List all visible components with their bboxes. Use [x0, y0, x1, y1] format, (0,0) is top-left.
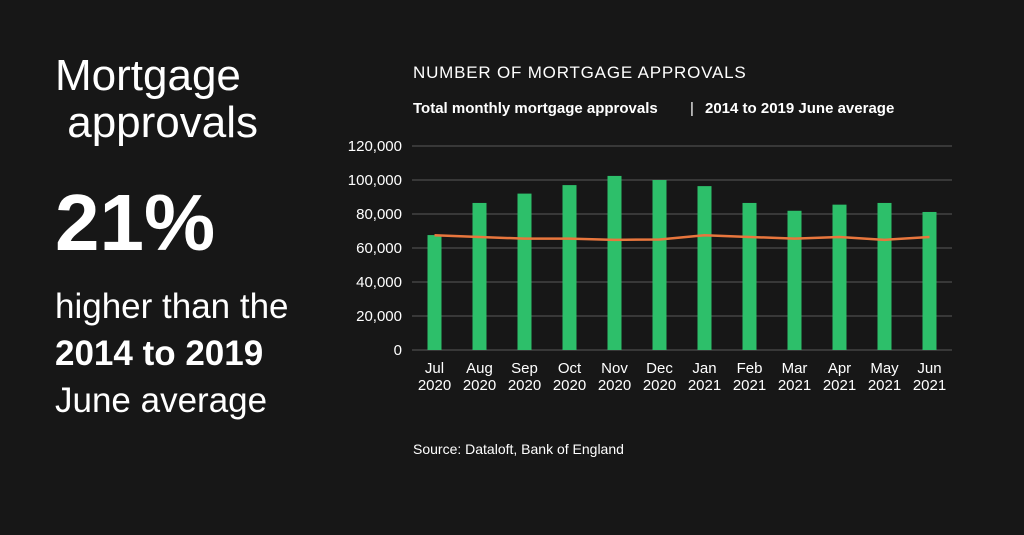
- x-tick-label: Jan 2021: [687, 360, 722, 394]
- bar: [697, 186, 712, 350]
- sidebar-text: 2014 to 2019: [55, 334, 263, 373]
- x-tick-label: Nov 2020: [597, 360, 632, 394]
- sidebar-text: June average: [55, 381, 267, 420]
- legend-entry: Total monthly mortgage approvals: [413, 100, 658, 117]
- bar: [652, 180, 667, 350]
- y-tick-label: 60,000: [356, 240, 402, 257]
- bar: [607, 175, 622, 350]
- bar: [922, 211, 937, 350]
- source: Source: Dataloft, Bank of England: [413, 441, 624, 457]
- x-tick-label: Apr 2021: [822, 360, 857, 394]
- y-tick-label: 80,000: [356, 206, 402, 223]
- bar: [472, 202, 487, 350]
- x-tick-label: May 2021: [867, 360, 902, 394]
- x-tick-label: Oct 2020: [552, 360, 587, 394]
- x-tick-label: Aug 2020: [462, 360, 497, 394]
- bar: [517, 193, 532, 350]
- sidebar-figure: 21%: [55, 178, 215, 267]
- sidebar-heading-1: Mortgage approvals: [55, 51, 258, 147]
- legend-entry: 2014 to 2019 June average: [705, 100, 894, 117]
- x-tick-label: Sep 2020: [507, 360, 542, 394]
- bar: [787, 210, 802, 350]
- bar: [742, 202, 757, 350]
- legend-separator: |: [690, 100, 694, 117]
- bar: [877, 202, 892, 350]
- x-tick-label: Mar 2021: [777, 360, 812, 394]
- x-tick-label: Jul 2020: [417, 360, 452, 394]
- sidebar-text: higher than the: [55, 287, 289, 326]
- y-tick-label: 100,000: [348, 172, 402, 189]
- y-tick-label: 120,000: [348, 138, 402, 155]
- y-tick-label: 40,000: [356, 274, 402, 291]
- bar: [832, 204, 847, 350]
- x-tick-label: Feb 2021: [732, 360, 767, 394]
- line: [434, 233, 930, 242]
- bar: [427, 235, 442, 350]
- y-tick-label: 0: [394, 342, 402, 359]
- y-tick-label: 20,000: [356, 308, 402, 325]
- bar: [562, 185, 577, 350]
- x-tick-label: Jun 2021: [912, 360, 947, 394]
- x-tick-label: Dec 2020: [642, 360, 677, 394]
- chart-title: NUMBER OF MORTGAGE APPROVALS: [413, 63, 747, 82]
